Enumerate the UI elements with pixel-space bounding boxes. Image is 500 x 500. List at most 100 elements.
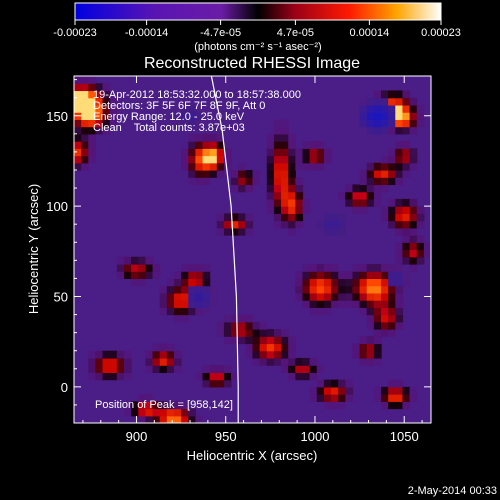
heatmap-cell [223,220,232,229]
heatmap-cell [331,213,339,222]
heatmap-cell [381,278,389,287]
heatmap-cell [259,357,268,366]
heatmap-cell [295,292,304,301]
heatmap-cell [373,386,382,395]
heatmap-cell [288,141,296,149]
heatmap-cell [302,206,311,214]
heatmap-cell [181,278,189,287]
y-tick-label: 100 [46,199,68,214]
heatmap-cell [416,213,425,222]
annotation-line-energy: Energy Range: 12.0 - 25.0 keV [93,111,245,123]
heatmap-cell [138,278,146,287]
heatmap-cell [402,220,411,229]
heatmap-cell [302,141,311,149]
heatmap-cell [152,350,161,359]
heatmap-cell [216,169,225,178]
heatmap-cell [138,415,146,423]
heatmap-cell [202,177,211,186]
heatmap-cell [338,379,346,388]
heatmap-cell [295,198,304,207]
heatmap-cell [373,343,382,352]
y-tick-label: 50 [54,289,68,304]
heatmap-cell [366,285,375,294]
heatmap-cell [166,300,175,308]
heatmap-cell [181,104,189,113]
heatmap-cell [381,394,389,402]
heatmap-cell [259,336,268,345]
heatmap-cell [173,292,182,301]
heatmap-cell [88,126,97,135]
heatmap-cell [273,343,282,352]
heatmap-cell [145,365,154,373]
heatmap-cell [223,213,232,222]
heatmap-cell [373,184,382,193]
heatmap-cell [395,104,404,113]
heatmap-cell [88,76,97,84]
heatmap-cell [252,350,261,359]
heatmap-cell [409,97,418,106]
heatmap-cell [373,119,382,128]
heatmap-cell [395,90,404,99]
heatmap-cell [316,394,325,402]
heatmap-cell [373,104,382,113]
heatmap-cell [359,350,368,359]
heatmap-cell [352,184,361,193]
heatmap-cell [138,256,146,265]
heatmap-cell [302,198,311,207]
heatmap-cell [352,271,361,280]
heatmap-cell [245,343,254,352]
heatmap-cell [288,227,296,236]
heatmap-cell [216,141,225,149]
heatmap-cell [388,300,396,308]
heatmap-cell [352,112,361,120]
heatmap-cell [123,365,132,373]
heatmap-cell [109,112,118,120]
heatmap-cell [173,278,182,287]
heatmap-cell [288,220,296,229]
heatmap-cell [366,336,375,345]
heatmap-cell [366,271,375,280]
heatmap-cell [395,126,404,135]
heatmap-cell [81,112,89,120]
heatmap-cell [366,97,375,106]
heatmap-cell [81,155,89,164]
heatmap-cell [381,292,389,301]
heatmap-cell [74,126,82,135]
heatmap-cell [188,408,196,417]
heatmap-cell [302,162,311,171]
heatmap-cell [131,401,139,410]
peak-position-text: Position of Peak = [958,142] [95,399,233,411]
heatmap-cell [338,213,346,222]
heatmap-cell [166,408,175,417]
heatmap-cell [331,401,339,410]
heatmap-cell [216,365,225,373]
heatmap-cell [281,365,289,373]
heatmap-cell [359,300,368,308]
heatmap-cell [109,104,118,113]
heatmap-cell [302,365,311,373]
heatmap-cell [381,386,389,395]
heatmap-cell [295,206,304,214]
heatmap-cell [288,133,296,142]
heatmap-cell [288,336,296,345]
heatmap-cell [202,169,211,178]
heatmap-cell [338,292,346,301]
heatmap-cell [202,162,211,171]
heatmap-cell [409,104,418,113]
heatmap-cell [245,227,254,236]
heatmap-cell [395,148,404,157]
heatmap-cell [131,278,139,287]
heatmap-cell [309,278,318,287]
heatmap-cell [202,285,211,294]
heatmap-cell [316,285,325,294]
heatmap-cell [116,365,125,373]
heatmap-cell [388,126,396,135]
heatmap-cell [145,408,154,417]
heatmap-cell [331,227,339,236]
heatmap-cell [281,148,289,157]
heatmap-cell [209,169,218,178]
heatmap-cell [195,148,204,157]
heatmap-cell [88,350,97,359]
heatmap-cell [166,307,175,316]
heatmap-cell [359,336,368,345]
